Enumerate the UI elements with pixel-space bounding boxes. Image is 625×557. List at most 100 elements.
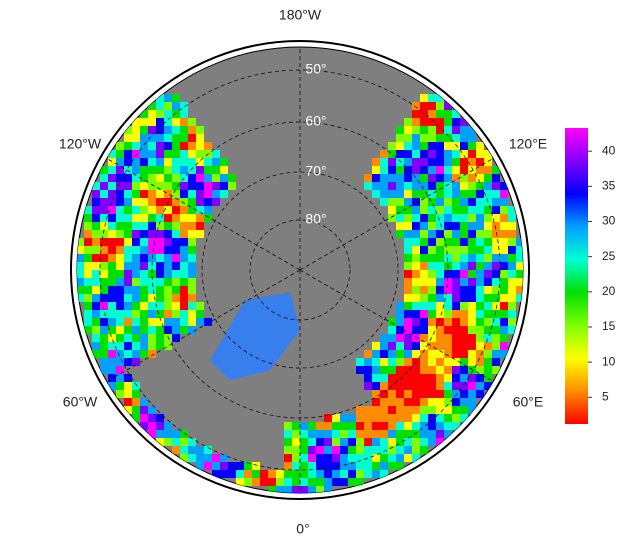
data-cell [172, 182, 180, 190]
data-cell [132, 142, 140, 150]
data-cell [100, 182, 108, 190]
data-cell [108, 262, 116, 270]
data-cell [132, 206, 140, 214]
data-cell [148, 126, 156, 134]
data-cell [404, 446, 412, 454]
data-cell [164, 150, 172, 158]
data-cell [508, 238, 516, 246]
data-cell [388, 318, 396, 326]
data-cell [428, 318, 436, 326]
data-cell [92, 342, 100, 350]
data-cell [476, 150, 484, 158]
colorbar-tick-label: 30 [602, 214, 616, 228]
data-cell [516, 278, 523, 286]
data-cell [364, 358, 372, 366]
data-cell [116, 222, 124, 230]
data-cell [468, 142, 476, 150]
data-cell [140, 150, 148, 158]
data-cell [228, 182, 236, 190]
data-cell [452, 382, 460, 390]
data-cell [484, 358, 492, 366]
data-cell [116, 374, 124, 382]
data-cell [484, 286, 492, 294]
data-cell [77, 270, 84, 278]
data-cell [428, 438, 436, 446]
data-cell [452, 310, 460, 318]
data-cell [140, 254, 148, 262]
latitude-label: 80° [305, 211, 326, 227]
latitude-label: 70° [305, 163, 326, 179]
data-cell [116, 166, 124, 174]
data-cell [420, 142, 428, 150]
data-cell [180, 102, 188, 110]
data-cell [108, 350, 116, 358]
data-cell [220, 462, 228, 470]
data-cell [156, 246, 164, 254]
data-cell [484, 334, 492, 342]
data-cell [124, 142, 132, 150]
data-cell [436, 294, 444, 302]
data-cell [180, 238, 188, 246]
data-cell [436, 390, 444, 398]
data-cell [132, 350, 140, 358]
data-cell [452, 286, 460, 294]
data-cell [412, 446, 420, 454]
data-cell [108, 326, 116, 334]
data-cell [124, 318, 132, 326]
data-cell [492, 206, 500, 214]
data-cell [188, 286, 196, 294]
data-cell [476, 382, 484, 390]
data-cell [212, 174, 220, 182]
data-cell [492, 182, 500, 190]
data-cell [92, 270, 100, 278]
data-cell [132, 222, 140, 230]
data-cell [140, 110, 148, 118]
data-cell [428, 382, 436, 390]
data-cell [204, 198, 212, 206]
data-cell [460, 118, 468, 126]
data-cell [348, 462, 356, 470]
data-cell [148, 230, 156, 238]
data-cell [124, 350, 132, 358]
data-cell [212, 462, 220, 470]
data-cell [404, 326, 412, 334]
data-cell [324, 422, 332, 430]
data-cell [380, 342, 388, 350]
data-cell [396, 350, 404, 358]
data-cell [84, 214, 92, 222]
data-cell [428, 366, 436, 374]
data-cell [412, 286, 420, 294]
data-cell [436, 366, 444, 374]
data-cell [116, 182, 124, 190]
data-cell [292, 430, 300, 438]
data-cell [372, 454, 380, 462]
data-cell [108, 342, 116, 350]
data-cell [468, 222, 476, 230]
data-cell [452, 110, 460, 118]
data-cell [476, 326, 484, 334]
data-cell [77, 294, 84, 302]
data-cell [380, 390, 388, 398]
data-cell [436, 230, 444, 238]
data-cell [396, 462, 404, 470]
data-cell [108, 238, 116, 246]
data-cell [324, 414, 332, 422]
data-cell [148, 350, 156, 358]
data-cell [164, 294, 172, 302]
data-cell [84, 262, 92, 270]
data-cell [412, 174, 420, 182]
data-cell [468, 382, 476, 390]
data-cell [364, 414, 372, 422]
data-cell [116, 382, 124, 390]
data-cell [356, 406, 364, 414]
data-cell [484, 302, 492, 310]
data-cell [436, 94, 444, 102]
data-cell [124, 342, 132, 350]
data-cell [204, 142, 212, 150]
data-cell [308, 454, 316, 462]
data-cell [484, 182, 492, 190]
data-cell [364, 174, 372, 182]
data-cell [500, 334, 508, 342]
data-cell [452, 302, 460, 310]
data-cell [444, 222, 452, 230]
